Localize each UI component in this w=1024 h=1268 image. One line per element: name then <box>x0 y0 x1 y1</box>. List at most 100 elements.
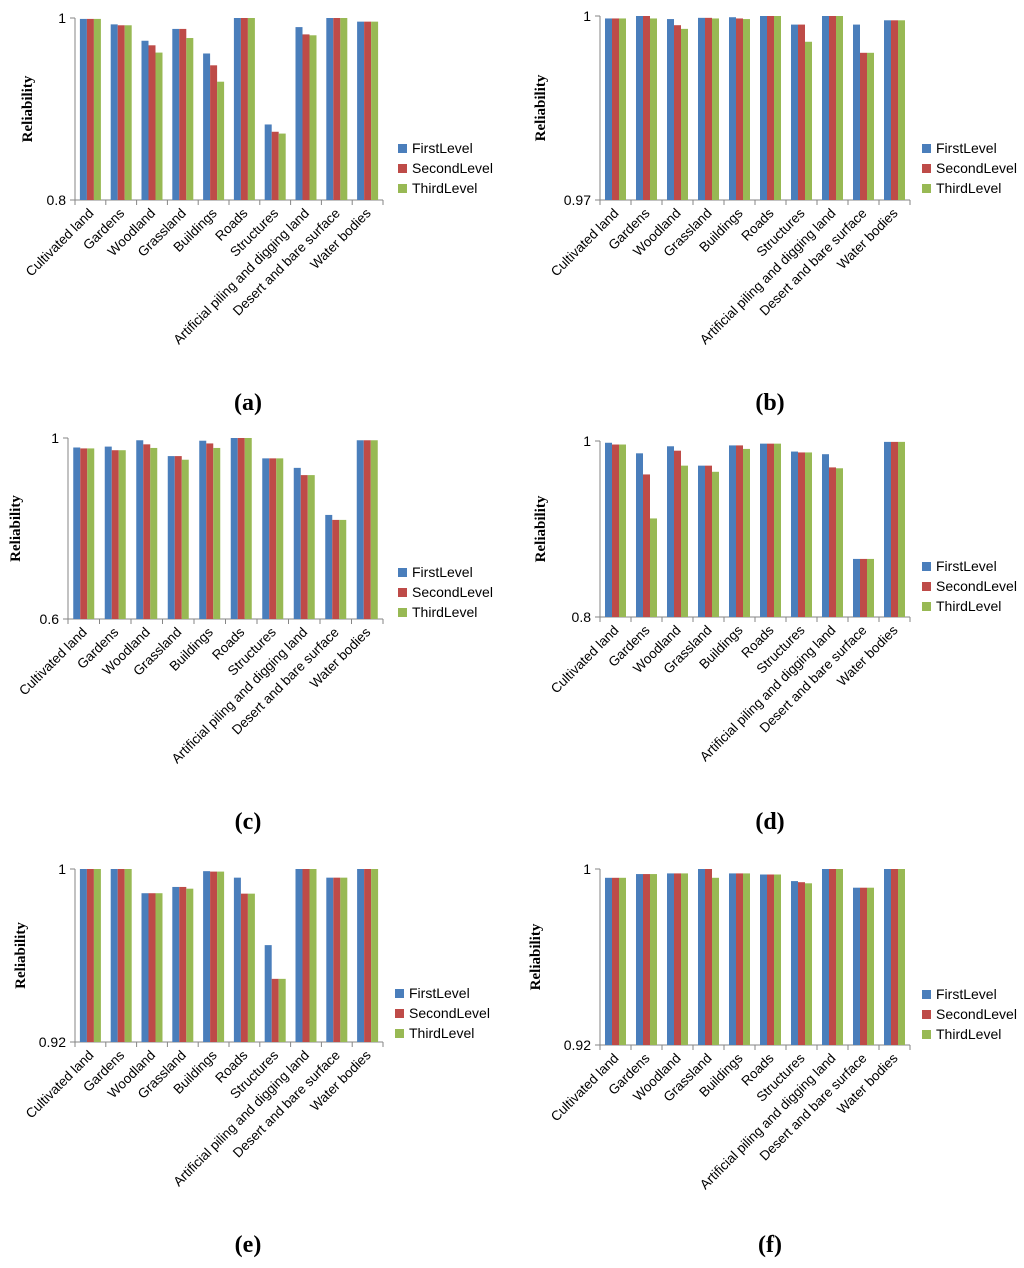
bar-thirdlevel-roads <box>247 18 255 200</box>
bar-secondlevel-water-bodies <box>363 440 371 619</box>
bar-thirdlevel-cultivated-land <box>87 448 95 619</box>
bar-secondlevel-water-bodies <box>364 21 372 200</box>
bar-secondlevel-water-bodies <box>364 869 372 1042</box>
bar-thirdlevel-artificial-piling-and-digging-land <box>836 468 843 617</box>
bar-secondlevel-buildings <box>210 65 218 200</box>
panel-label: (a) <box>234 390 262 416</box>
legend-swatch <box>922 990 931 999</box>
bar-secondlevel-roads <box>767 443 774 617</box>
bar-secondlevel-grassland <box>179 886 187 1042</box>
bar-firstlevel-gardens <box>104 446 112 619</box>
legend-swatch <box>922 144 931 153</box>
bar-thirdlevel-desert-and-bare-surface <box>340 18 348 200</box>
bar-secondlevel-buildings <box>206 443 214 619</box>
bar-thirdlevel-structures <box>805 883 812 1045</box>
bar-thirdlevel-structures <box>278 133 286 200</box>
bar-secondlevel-woodland <box>148 45 156 200</box>
legend-label: ThirdLevel <box>409 1025 474 1041</box>
bar-secondlevel-roads <box>240 893 248 1042</box>
bar-thirdlevel-artificial-piling-and-digging-land <box>309 35 317 200</box>
bar-thirdlevel-desert-and-bare-surface <box>867 52 874 200</box>
bar-thirdlevel-cultivated-land <box>93 869 101 1042</box>
bar-secondlevel-gardens <box>643 474 650 617</box>
bar-firstlevel-woodland <box>667 446 674 617</box>
bar-firstlevel-gardens <box>110 869 118 1042</box>
legend-label: FirstLevel <box>412 140 473 156</box>
bar-thirdlevel-cultivated-land <box>619 444 626 617</box>
bar-firstlevel-water-bodies <box>356 440 364 619</box>
bar-firstlevel-artificial-piling-and-digging-land <box>822 16 829 200</box>
bar-thirdlevel-roads <box>774 16 781 200</box>
bar-secondlevel-structures <box>271 131 279 200</box>
bar-thirdlevel-buildings <box>213 447 221 619</box>
bar-thirdlevel-woodland <box>681 873 688 1045</box>
legend-swatch <box>398 184 407 193</box>
bar-secondlevel-artificial-piling-and-digging-land <box>829 16 836 200</box>
bar-firstlevel-cultivated-land <box>605 18 612 200</box>
bar-secondlevel-cultivated-land <box>86 18 94 200</box>
bar-thirdlevel-water-bodies <box>898 441 905 617</box>
legend-swatch <box>395 1009 404 1018</box>
bar-thirdlevel-artificial-piling-and-digging-land <box>309 869 317 1042</box>
bar-thirdlevel-woodland <box>155 893 163 1042</box>
bar-firstlevel-buildings <box>729 873 736 1045</box>
bar-thirdlevel-woodland <box>681 28 688 200</box>
y-tick-label: 1 <box>583 433 591 449</box>
bar-firstlevel-roads <box>760 443 767 617</box>
bar-thirdlevel-gardens <box>118 450 126 619</box>
bar-thirdlevel-water-bodies <box>898 869 905 1045</box>
bar-firstlevel-roads <box>760 874 767 1045</box>
legend-swatch <box>398 568 407 577</box>
bar-firstlevel-woodland <box>136 440 144 619</box>
bar-secondlevel-roads <box>767 874 774 1045</box>
bar-firstlevel-gardens <box>110 24 118 201</box>
legend-label: SecondLevel <box>936 578 1017 594</box>
bar-firstlevel-structures <box>791 881 798 1045</box>
bar-thirdlevel-structures <box>278 978 286 1042</box>
bar-thirdlevel-buildings <box>217 871 225 1042</box>
bar-firstlevel-desert-and-bare-surface <box>853 24 860 200</box>
y-axis-label: Reliability <box>20 75 36 142</box>
y-tick-label: 0.92 <box>564 1037 591 1053</box>
bar-firstlevel-artificial-piling-and-digging-land <box>822 454 829 617</box>
bar-firstlevel-artificial-piling-and-digging-land <box>295 27 303 200</box>
bar-firstlevel-desert-and-bare-surface <box>325 514 333 619</box>
bar-thirdlevel-gardens <box>650 518 657 617</box>
bar-firstlevel-structures <box>791 451 798 617</box>
bar-thirdlevel-structures <box>276 458 284 619</box>
y-axis-label: Reliability <box>533 495 549 562</box>
bar-secondlevel-water-bodies <box>891 441 898 617</box>
bar-thirdlevel-roads <box>247 893 255 1042</box>
y-tick-label: 1 <box>583 8 591 24</box>
bar-secondlevel-artificial-piling-and-digging-land <box>829 467 836 617</box>
y-tick-label: 1 <box>58 10 66 26</box>
bar-firstlevel-desert-and-bare-surface <box>326 18 334 200</box>
bar-secondlevel-desert-and-bare-surface <box>860 52 867 200</box>
bar-firstlevel-buildings <box>729 17 736 200</box>
legend-label: ThirdLevel <box>412 180 477 196</box>
bar-thirdlevel-grassland <box>712 471 719 617</box>
legend-swatch <box>922 582 931 591</box>
bar-secondlevel-woodland <box>674 25 681 201</box>
bar-firstlevel-buildings <box>203 53 211 200</box>
panel-label: (e) <box>235 1232 262 1258</box>
bar-firstlevel-cultivated-land <box>79 18 87 200</box>
y-tick-label: 1 <box>51 430 59 446</box>
bar-secondlevel-grassland <box>174 456 182 619</box>
legend-swatch <box>398 144 407 153</box>
panel-label: (b) <box>755 390 784 416</box>
bar-secondlevel-structures <box>271 978 279 1042</box>
y-tick-label: 0.97 <box>564 192 591 208</box>
bar-thirdlevel-water-bodies <box>898 20 905 200</box>
legend-swatch <box>922 164 931 173</box>
bar-firstlevel-water-bodies <box>884 441 891 617</box>
bar-firstlevel-grassland <box>698 869 705 1045</box>
bar-firstlevel-water-bodies <box>884 869 891 1045</box>
bar-firstlevel-artificial-piling-and-digging-land <box>293 467 301 619</box>
bar-secondlevel-buildings <box>210 871 218 1042</box>
bar-secondlevel-grassland <box>705 869 712 1045</box>
bar-secondlevel-water-bodies <box>891 869 898 1045</box>
